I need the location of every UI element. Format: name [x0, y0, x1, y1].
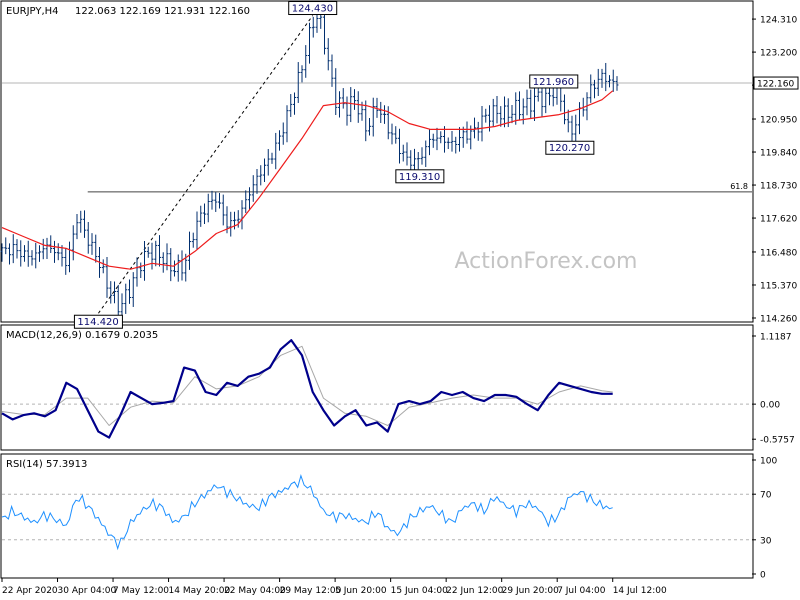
price-panel-frame — [0, 0, 754, 323]
x-tick-label: 5 Jun 20:00 — [335, 586, 387, 596]
x-tick-label: 14 May 20:00 — [169, 586, 231, 596]
price-annotation-label: 119.310 — [399, 172, 440, 183]
rsi-label: RSI(14) 57.3913 — [6, 459, 87, 470]
macd-label: MACD(12,26,9) 0.1679 0.2035 — [6, 330, 158, 341]
rsi-ytick-label: 30 — [760, 536, 772, 546]
x-tick-label: 22 Jun 12:00 — [446, 586, 503, 596]
price-ytick-label: 116.480 — [760, 248, 797, 258]
macd-panel-frame — [0, 324, 754, 451]
x-tick-label: 30 Apr 04:00 — [58, 586, 117, 596]
price-ytick-label: 123.200 — [760, 49, 797, 59]
macd-signal-line — [1, 345, 613, 426]
trend-line — [98, 15, 314, 314]
price-annotation-box — [395, 169, 445, 184]
price-annotation-box — [73, 314, 123, 329]
rsi-panel-frame — [0, 453, 754, 579]
x-tick-label: 29 May 12:00 — [280, 586, 342, 596]
rsi-layer: 100 70 30 0 — [1, 457, 777, 581]
price-annotation-box — [545, 140, 595, 155]
x-tick-label: 22 May 04:00 — [224, 586, 286, 596]
price-annotation-box — [529, 74, 579, 89]
price-ytick-label: 124.310 — [760, 16, 797, 26]
price-annotation-label: 120.270 — [549, 143, 590, 154]
price-layer: 61.8 124.430 121.960 120.270 119.310 114.420 1… — [0, 1, 799, 329]
macd-layer: 1.1187 0.00 -0.5757 — [1, 332, 795, 446]
x-tick-label: 22 Apr 2020 — [2, 586, 58, 596]
ohlc-readout: 122.063 122.169 121.931 122.160 — [75, 6, 250, 17]
price-ytick-label: 117.620 — [760, 215, 797, 225]
rsi-ytick-label: 0 — [760, 571, 766, 581]
moving-average-line — [1, 90, 614, 270]
macd-ytick-label: 0.00 — [760, 401, 780, 411]
last-price-tag-box — [753, 76, 799, 90]
rsi-ytick-label: 100 — [760, 457, 777, 467]
price-ytick-label: 120.950 — [760, 116, 797, 126]
price-annotation-label: 124.430 — [292, 4, 333, 15]
price-annotation-label: 114.420 — [77, 317, 118, 328]
rsi-ytick-label: 70 — [760, 491, 772, 501]
watermark: ActionForex.com — [455, 249, 638, 274]
price-ytick-label: 115.370 — [760, 281, 797, 291]
fib-level-label: 61.8 — [730, 182, 748, 191]
macd-line — [1, 339, 613, 439]
symbol-title: EURJPY,H4 — [6, 6, 59, 17]
price-ytick-label: 119.840 — [760, 149, 797, 159]
price-annotation-label: 121.960 — [533, 77, 574, 88]
last-price-tag: 122.160 — [757, 80, 794, 90]
price-ytick-label: 114.260 — [760, 315, 797, 325]
x-tick-label: 14 Jul 12:00 — [613, 586, 667, 596]
price-ytick-label: 118.730 — [760, 182, 797, 192]
x-tick-label: 7 May 12:00 — [113, 586, 169, 596]
x-axis: 22 Apr 2020 30 Apr 04:007 May 12:00 14 May… — [1, 578, 667, 596]
macd-ytick-label: -0.5757 — [760, 436, 795, 446]
x-tick-label: 7 Jul 04:00 — [557, 586, 606, 596]
macd-ytick-label: 1.1187 — [760, 332, 792, 342]
rsi-line — [1, 474, 613, 551]
x-tick-label: 15 Jun 04:00 — [391, 586, 448, 596]
x-tick-label: 29 Jun 20:00 — [502, 586, 559, 596]
price-annotation-box — [288, 1, 338, 16]
